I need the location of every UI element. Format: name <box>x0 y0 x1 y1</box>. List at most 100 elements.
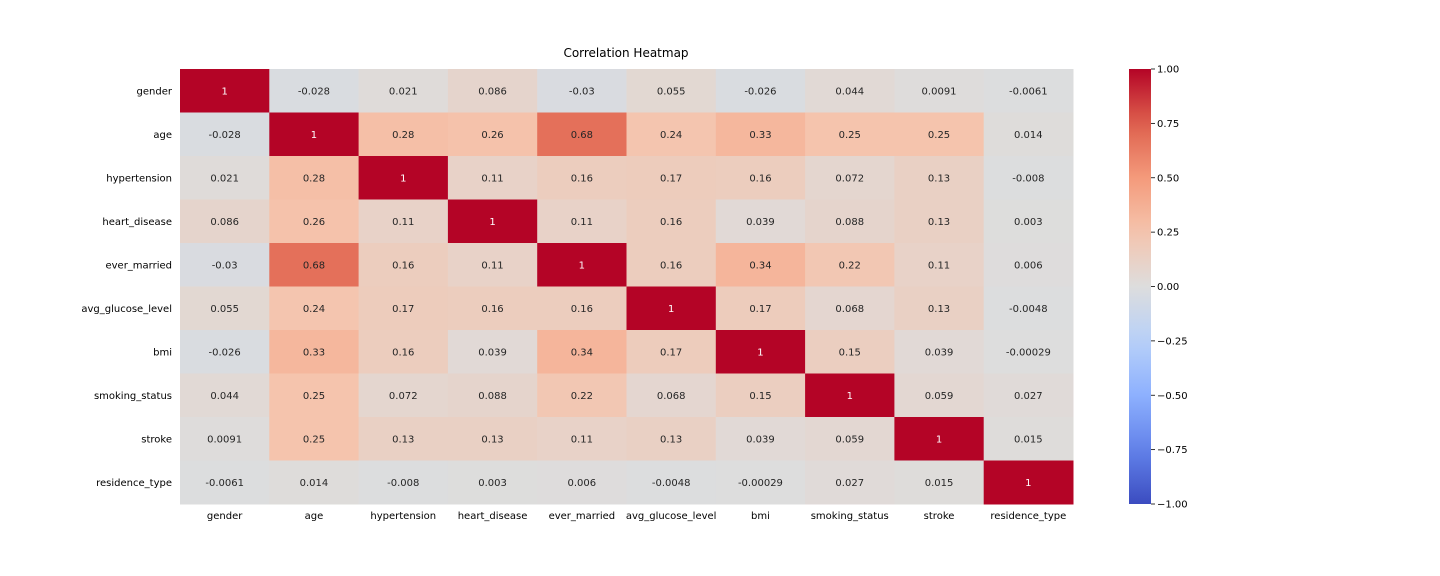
heatmap-cell <box>715 199 806 244</box>
heatmap-cell <box>537 286 627 331</box>
heatmap-cell <box>983 243 1074 287</box>
cell-annotation: 0.22 <box>571 391 593 402</box>
cell-annotation: 0.17 <box>660 173 682 184</box>
cell-annotation: 0.088 <box>835 217 864 228</box>
cell-annotation: 0.072 <box>835 173 864 184</box>
cell-annotation: 0.16 <box>749 173 771 184</box>
cell-annotation: 0.68 <box>303 260 325 271</box>
heatmap-cell <box>269 69 360 113</box>
heatmap-cell <box>626 373 717 418</box>
colorbar: 1.00 0.75 0.50 0.25 0.00 −0.25 −0.50 −0.75 −1.00 <box>1129 65 1188 511</box>
heatmap-cell <box>269 199 360 244</box>
heatmap-cell <box>715 112 806 157</box>
heatmap-cell <box>269 286 360 331</box>
heatmap-cell <box>983 417 1074 461</box>
heatmap-cell <box>805 243 895 287</box>
cell-annotation: 0.027 <box>835 478 864 489</box>
heatmap-cell <box>537 112 627 157</box>
heatmap-cell <box>358 330 449 374</box>
x-tick-labels: gender age hypertension heart_disease ever_m… <box>207 511 1066 522</box>
cell-annotation: 0.11 <box>928 260 950 271</box>
cell-annotation: 0.25 <box>303 391 325 402</box>
chart-title: Correlation Heatmap <box>563 46 688 60</box>
cell-annotation: 0.055 <box>210 304 239 315</box>
cell-annotation: 0.24 <box>660 130 682 141</box>
cell-annotation: 0.34 <box>749 260 771 271</box>
heatmap-cell <box>626 199 717 244</box>
cell-annotation: 0.044 <box>210 391 239 402</box>
heatmap-cell <box>715 373 806 418</box>
heatmap-cell <box>358 286 449 331</box>
x-tick-label: stroke <box>924 511 955 522</box>
cell-annotation: 0.24 <box>303 304 325 315</box>
cell-annotation: 0.015 <box>925 478 954 489</box>
heatmap-cell <box>715 330 806 374</box>
heatmap-cell <box>894 417 985 461</box>
heatmap-cell <box>805 286 895 331</box>
heatmap-cell <box>180 156 270 200</box>
heatmap-cell <box>537 243 627 287</box>
cell-annotation: 0.059 <box>925 391 954 402</box>
x-tick-label: smoking_status <box>811 511 889 522</box>
x-tick-label: avg_glucose_level <box>626 511 717 522</box>
heatmap-cell <box>358 460 449 505</box>
heatmap-cell <box>715 286 806 331</box>
cell-annotation: 0.17 <box>749 304 771 315</box>
heatmap-cell <box>983 69 1074 113</box>
y-tick-label: gender <box>137 86 173 97</box>
heatmap-cell <box>358 417 449 461</box>
cell-annotation: 0.16 <box>571 304 593 315</box>
colorbar-tick-label: 0.50 <box>1157 173 1179 184</box>
cell-annotation: 0.13 <box>928 217 950 228</box>
cell-annotation: 0.16 <box>392 347 414 358</box>
heatmap-cell <box>180 199 270 244</box>
heatmap-cell <box>447 199 538 244</box>
cell-annotation: 0.021 <box>389 86 418 97</box>
cell-annotation: 0.13 <box>928 304 950 315</box>
cell-annotation: 0.068 <box>835 304 864 315</box>
cell-annotation: 1 <box>668 304 674 315</box>
cell-annotation: 1 <box>936 434 942 445</box>
heatmap-cell <box>805 460 895 505</box>
heatmap-cell <box>805 69 895 113</box>
heatmap-cell <box>269 112 360 157</box>
heatmap-cell <box>626 286 717 331</box>
cell-annotation: 0.25 <box>839 130 861 141</box>
cell-annotation: 1 <box>757 347 763 358</box>
heatmap-cell <box>269 417 360 461</box>
heatmap-cell <box>537 460 627 505</box>
heatmap-cell <box>537 69 627 113</box>
heatmap-cell <box>626 69 717 113</box>
cell-annotation: 0.039 <box>925 347 954 358</box>
colorbar-tick-label: −0.75 <box>1157 445 1188 456</box>
heatmap-cell <box>983 199 1074 244</box>
cell-annotation: 0.055 <box>657 86 686 97</box>
cell-annotation: 1 <box>221 86 227 97</box>
cell-annotation: 0.25 <box>928 130 950 141</box>
cell-annotation: 0.13 <box>481 434 503 445</box>
heatmap-cell <box>537 156 627 200</box>
x-tick-label: age <box>305 511 324 522</box>
heatmap-cell <box>358 112 449 157</box>
cell-annotation: 0.014 <box>300 478 329 489</box>
cell-annotation: 0.22 <box>839 260 861 271</box>
cell-annotation: 0.003 <box>1014 217 1043 228</box>
cell-annotation: 0.014 <box>1014 130 1043 141</box>
heatmap-cell <box>894 460 985 505</box>
cell-annotation: 1 <box>311 130 317 141</box>
cell-annotation: -0.026 <box>744 86 776 97</box>
heatmap-cell <box>805 417 895 461</box>
cell-annotation: 0.26 <box>481 130 503 141</box>
heatmap-cell <box>626 112 717 157</box>
heatmap-cell <box>983 156 1074 200</box>
cell-annotation: 0.13 <box>392 434 414 445</box>
heatmap-cell <box>537 417 627 461</box>
heatmap-cell <box>626 460 717 505</box>
heatmap-cell <box>180 243 270 287</box>
heatmap-cell <box>447 286 538 331</box>
cell-annotation: 1 <box>579 260 585 271</box>
x-tick-label: heart_disease <box>458 511 528 522</box>
heatmap-cell <box>269 156 360 200</box>
heatmap-cell <box>983 373 1074 418</box>
cell-annotation: 0.28 <box>303 173 325 184</box>
